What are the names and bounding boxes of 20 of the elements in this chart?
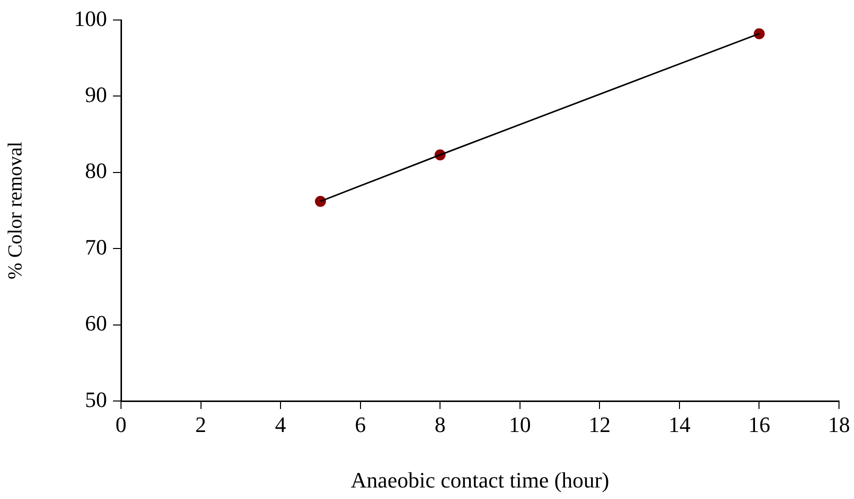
x-tick-label: 8 [434, 412, 446, 437]
x-tick-label: 2 [195, 412, 206, 437]
point [754, 28, 765, 40]
y-tick-label: 60 [85, 310, 107, 336]
y-axis-title: % Color removal [4, 141, 26, 280]
y-tick-label: 100 [74, 6, 107, 31]
y-tick-label: 50 [85, 386, 107, 412]
y-tick-label: 70 [85, 234, 107, 260]
x-tick-label: 16 [748, 412, 770, 437]
x-tick-label: 4 [275, 412, 286, 437]
x-tick-label: 6 [354, 412, 366, 437]
x-tick-label: 10 [508, 412, 531, 437]
x-tick-label: 12 [588, 412, 611, 437]
x-tick-label: 0 [116, 412, 126, 437]
x-axis-title: Anaeobic contact time (hour) [350, 468, 610, 493]
x-tick-label: 14 [668, 412, 690, 437]
x-tick-label: 18 [828, 412, 850, 437]
y-tick-label: 90 [85, 82, 107, 107]
point [314, 196, 326, 207]
y-tick-label: 80 [85, 158, 107, 184]
